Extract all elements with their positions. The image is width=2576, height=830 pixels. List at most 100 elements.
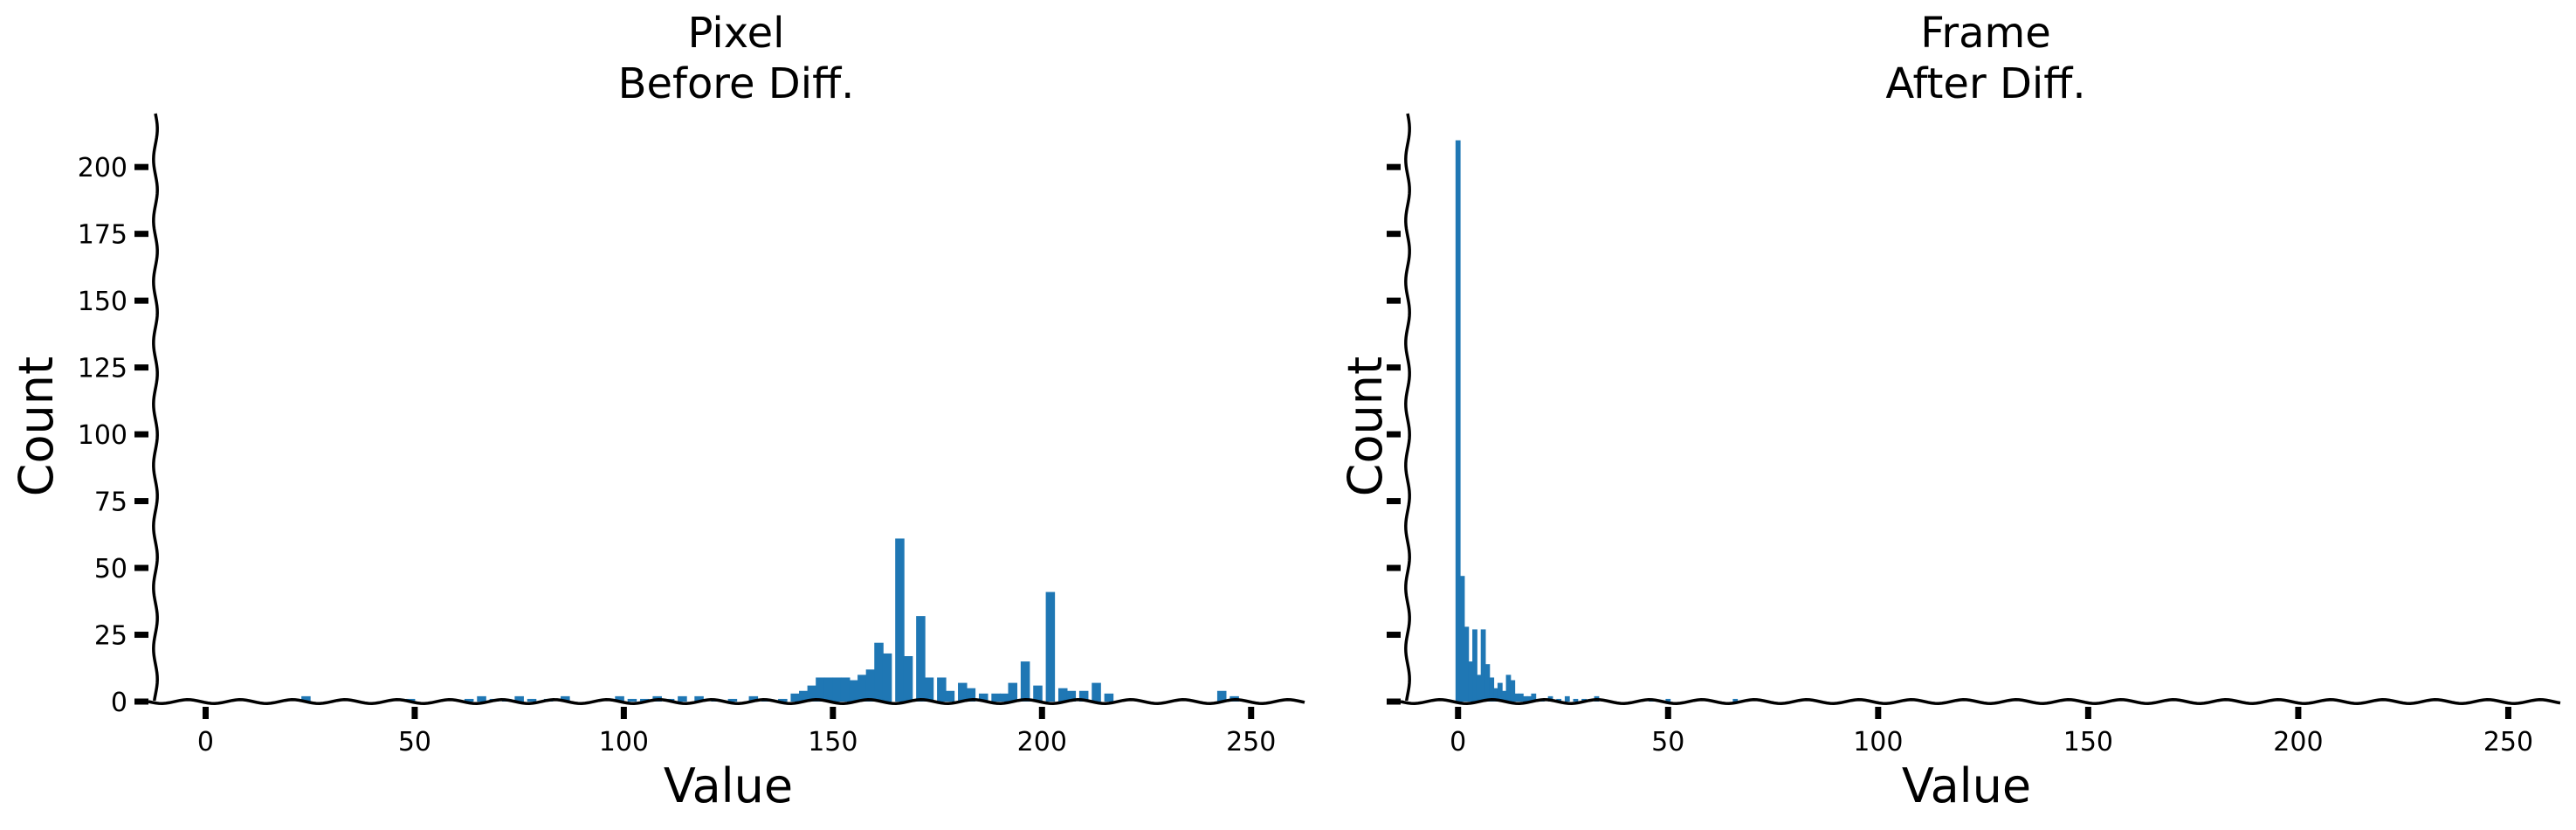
chart-pixel-before-diff: Pixel Before Diff. Count Value 0 50 100 150… <box>9 9 1305 813</box>
bar <box>1008 682 1018 702</box>
bar <box>1573 698 1579 702</box>
bar <box>882 653 892 702</box>
bar <box>849 680 859 702</box>
bar <box>999 693 1009 702</box>
bar <box>1514 693 1519 702</box>
x-axis-line <box>1400 698 2561 705</box>
x-tick-label: 0 <box>197 727 214 757</box>
bar <box>1033 685 1043 702</box>
bar <box>694 695 704 702</box>
bar <box>1519 693 1524 702</box>
bar <box>627 698 637 702</box>
x-tick-label: 250 <box>1226 727 1276 757</box>
bar <box>727 698 738 702</box>
x-tick-label: 50 <box>398 727 431 757</box>
y-tick-label: 175 <box>78 220 127 251</box>
bar <box>1510 680 1516 702</box>
bar <box>895 538 905 702</box>
bar <box>1468 661 1474 702</box>
bar <box>799 690 809 702</box>
bar <box>1020 661 1030 702</box>
y-tick-label: 0 <box>111 688 127 718</box>
bar <box>1459 576 1465 702</box>
bar <box>615 695 624 702</box>
bar <box>790 693 800 702</box>
bar <box>816 677 825 702</box>
bar <box>1522 695 1528 702</box>
bar <box>1732 698 1739 702</box>
y-tick-label: 25 <box>94 621 127 652</box>
bar <box>958 682 968 702</box>
x-tick-label: 50 <box>1651 727 1684 757</box>
bar <box>1104 693 1114 702</box>
bar <box>1493 688 1498 702</box>
bar <box>807 685 817 702</box>
bars <box>1455 140 1739 702</box>
bar <box>1531 693 1537 702</box>
bar <box>1464 626 1470 702</box>
bar <box>640 698 650 702</box>
bar <box>1066 690 1077 702</box>
bar <box>1556 698 1562 702</box>
bar <box>1489 677 1495 702</box>
bar <box>1476 674 1482 702</box>
bar <box>1665 698 1671 702</box>
bar <box>840 677 851 702</box>
x-tick-label: 200 <box>2273 727 2323 757</box>
bar <box>464 698 474 702</box>
chart-title-line1: Frame <box>1920 9 2051 58</box>
y-tick-label: 50 <box>94 554 127 584</box>
x-axis-label: Value <box>664 758 793 813</box>
bar <box>1484 664 1491 702</box>
y-tick-label: 200 <box>78 153 127 183</box>
bar <box>1501 690 1507 702</box>
bar <box>937 677 947 702</box>
bar <box>924 677 934 702</box>
x-axis-line <box>148 698 1305 705</box>
bar <box>916 616 926 702</box>
bar <box>748 695 759 702</box>
bar <box>978 693 988 702</box>
y-axis-line <box>1404 113 1411 702</box>
bar <box>301 695 311 702</box>
bar <box>903 656 913 702</box>
y-tick-label: 100 <box>78 420 127 451</box>
bar <box>1045 591 1056 702</box>
chart-frame-after-diff: Frame After Diff. Count Value 0 50 100 150 2… <box>1338 9 2561 813</box>
bar <box>1472 629 1477 702</box>
chart-title-line2: Before Diff. <box>618 59 855 108</box>
bar <box>966 688 976 702</box>
bar <box>991 693 1001 702</box>
y-tick-label: 125 <box>78 354 127 384</box>
bar <box>778 698 788 702</box>
bar <box>865 669 876 702</box>
bar <box>1480 629 1486 702</box>
bar <box>1057 688 1068 702</box>
x-tick-label: 150 <box>808 727 858 757</box>
y-axis-line <box>152 113 159 702</box>
bar <box>678 695 687 702</box>
y-axis-label: Count <box>1338 356 1393 496</box>
y-axis-label: Count <box>9 356 64 496</box>
bar <box>1216 690 1227 702</box>
y-tick-label: 75 <box>94 488 127 518</box>
x-tick-label: 0 <box>1450 727 1466 757</box>
bar <box>874 642 884 702</box>
bar <box>823 677 834 702</box>
bar <box>514 695 524 702</box>
chart-title-line1: Pixel <box>687 9 784 58</box>
bar <box>858 674 867 702</box>
bar <box>1505 674 1512 702</box>
x-tick-label: 100 <box>1853 727 1903 757</box>
bar <box>1078 690 1089 702</box>
bar <box>561 695 570 702</box>
bar <box>1497 682 1503 702</box>
bar <box>1455 140 1461 702</box>
bar <box>1092 682 1101 702</box>
x-tick-label: 250 <box>2483 727 2533 757</box>
x-axis-label: Value <box>1902 758 2031 813</box>
x-tick-label: 150 <box>2063 727 2113 757</box>
x-tick-label: 100 <box>599 727 649 757</box>
bars <box>301 538 1239 702</box>
